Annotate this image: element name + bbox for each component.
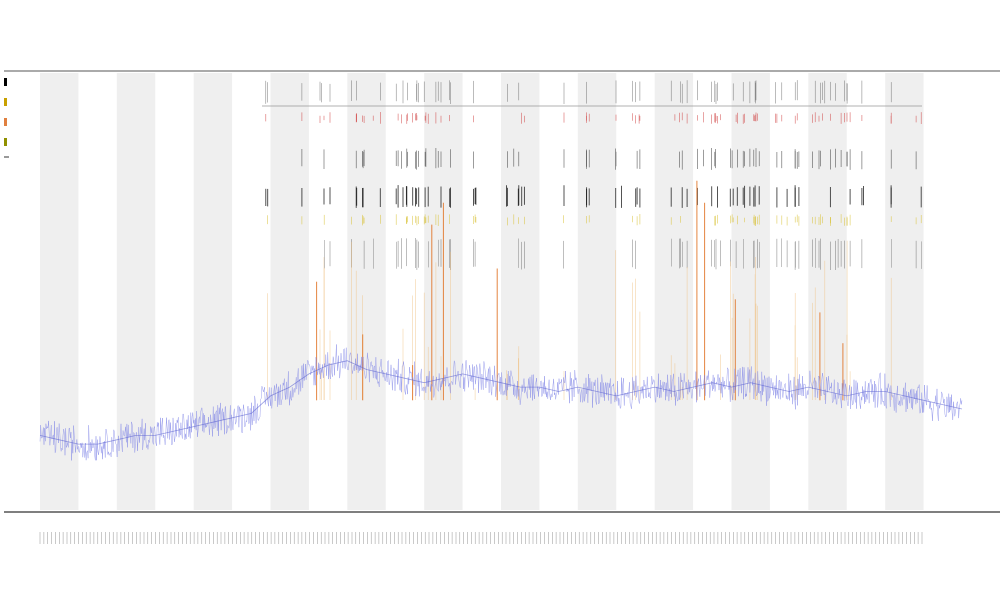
shaded-band [731,73,770,510]
shaded-band [193,73,233,510]
shaded-band [347,73,386,510]
shaded-band [885,73,924,510]
legend-swatch [4,98,7,106]
legend [4,78,9,158]
x-tick-labels [39,532,923,544]
legend-swatch [4,78,7,86]
event-marks [265,80,922,400]
legend-swatch [4,138,7,146]
series-trend [39,360,963,445]
background-bands [40,73,924,510]
shaded-band [501,73,540,510]
series-lines [39,344,963,461]
series-line [39,344,963,461]
shaded-band [270,73,309,510]
shaded-band [577,73,617,510]
shaded-band [654,73,694,510]
legend-swatch [4,118,7,126]
shaded-band [808,73,847,510]
